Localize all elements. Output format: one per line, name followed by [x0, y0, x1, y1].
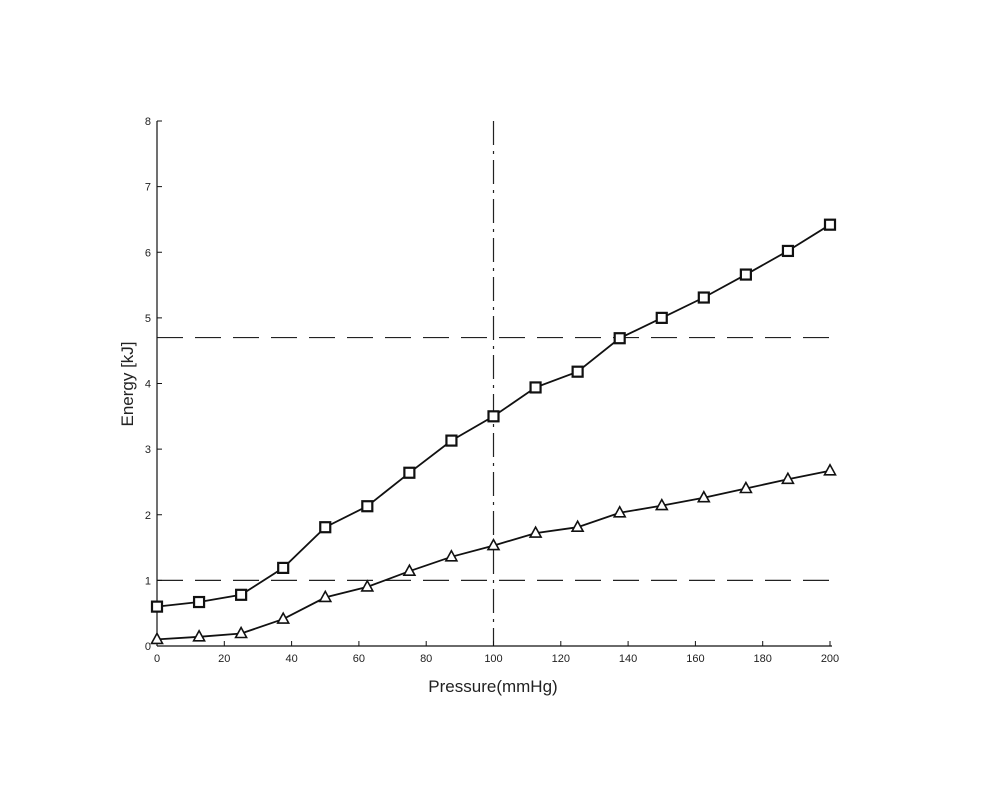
- y-tick-label: 1: [145, 575, 151, 587]
- y-tick-label: 7: [145, 182, 151, 194]
- square-marker: [445, 434, 458, 447]
- square-marker: [571, 365, 584, 378]
- square-marker: [192, 595, 206, 609]
- series-1: [150, 218, 837, 613]
- y-axis-ticks: 0 1 2 3 4 5 6 7 8: [145, 116, 162, 653]
- square-marker: [739, 268, 752, 281]
- triangle-marker: [444, 549, 459, 562]
- x-tick-label: 140: [619, 653, 637, 665]
- series-layer: [150, 218, 837, 645]
- square-marker: [529, 381, 542, 394]
- x-tick-label: 100: [484, 653, 502, 665]
- triangle-marker: [234, 625, 248, 639]
- square-marker: [823, 218, 837, 231]
- square-marker: [613, 332, 626, 345]
- triangle-marker: [276, 611, 291, 624]
- triangle-marker: [654, 497, 669, 511]
- x-tick-label: 40: [285, 653, 297, 665]
- triangle-marker: [823, 463, 837, 476]
- x-tick-label: 120: [552, 653, 570, 665]
- square-marker: [361, 500, 374, 513]
- triangle-marker: [528, 525, 543, 538]
- square-marker: [319, 521, 332, 534]
- x-tick-label: 200: [821, 653, 839, 665]
- x-axis-ticks: 0 20 40 60 80 100 120 140 160 180 200: [154, 641, 839, 665]
- reference-lines: [157, 121, 838, 646]
- y-tick-label: 0: [145, 641, 151, 653]
- triangle-marker: [486, 537, 501, 551]
- x-tick-label: 60: [353, 653, 365, 665]
- y-tick-label: 3: [145, 444, 151, 456]
- x-tick-label: 180: [754, 653, 772, 665]
- y-tick-label: 8: [145, 116, 151, 128]
- y-axis-title: Energy [kJ]: [118, 341, 137, 426]
- x-axis-title: Pressure(mmHg): [428, 677, 557, 696]
- square-marker: [697, 291, 710, 304]
- x-tick-label: 0: [154, 653, 160, 665]
- triangle-marker: [612, 505, 627, 518]
- x-tick-label: 20: [218, 653, 230, 665]
- square-marker: [235, 588, 248, 601]
- square-marker: [781, 244, 795, 258]
- x-tick-label: 160: [686, 653, 704, 665]
- square-marker: [150, 600, 164, 613]
- square-marker: [277, 561, 290, 575]
- square-marker: [655, 311, 668, 324]
- triangle-marker: [360, 579, 375, 592]
- triangle-marker: [696, 490, 711, 503]
- y-tick-label: 4: [145, 379, 151, 391]
- square-marker: [403, 466, 416, 479]
- x-tick-label: 80: [420, 653, 432, 665]
- series-2: [150, 463, 837, 645]
- triangle-marker: [739, 480, 753, 494]
- square-marker: [487, 410, 500, 423]
- triangle-marker: [192, 629, 206, 642]
- triangle-marker: [402, 563, 417, 577]
- y-tick-label: 5: [145, 313, 151, 325]
- y-tick-label: 6: [145, 247, 151, 259]
- triangle-marker: [318, 589, 333, 603]
- triangle-marker: [150, 631, 164, 645]
- triangle-marker: [781, 471, 795, 485]
- y-tick-label: 2: [145, 510, 151, 522]
- triangle-marker: [570, 519, 585, 533]
